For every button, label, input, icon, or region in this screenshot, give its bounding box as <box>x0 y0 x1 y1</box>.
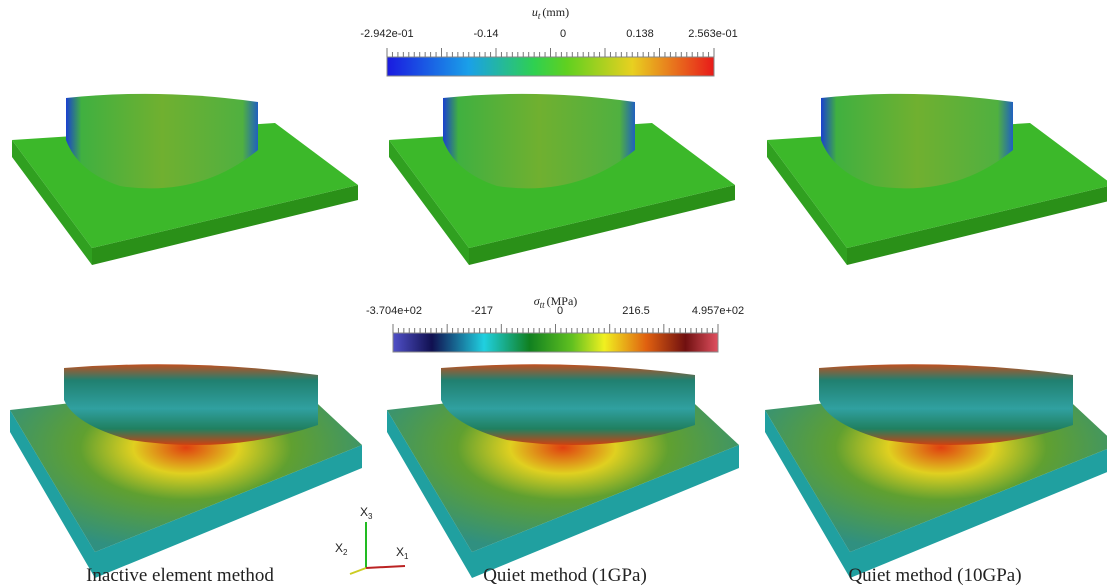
axis-x2 <box>350 568 366 574</box>
tick-label: -0.14 <box>473 28 498 40</box>
caption: Inactive element method <box>86 565 274 586</box>
tick-label: -3.704e+02 <box>366 305 422 317</box>
bottom-panel <box>10 364 362 578</box>
index: 3 <box>368 512 373 521</box>
index: 1 <box>404 552 409 561</box>
index: 2 <box>343 548 348 557</box>
tick-label: 216.5 <box>622 305 650 317</box>
axis-label: X3 <box>360 505 373 521</box>
unit: (mm) <box>542 5 569 19</box>
caption: Quiet method (10GPa) <box>848 565 1021 586</box>
top-panel <box>767 94 1107 265</box>
top-panel <box>12 94 358 265</box>
axis-label: X1 <box>396 545 409 561</box>
tick-label: 0.138 <box>626 28 654 40</box>
tick-label: -217 <box>471 305 493 317</box>
colorbar <box>387 57 714 76</box>
tick-label: 2.563e-01 <box>688 28 738 40</box>
top-panel <box>389 94 735 265</box>
colorbar-title: σtt(MPa) <box>534 294 578 310</box>
bottom-panel <box>765 364 1107 578</box>
axis-x1 <box>366 566 405 568</box>
subscript: t <box>538 11 541 21</box>
letter: X <box>360 505 368 519</box>
colorbar-title: ut(mm) <box>532 5 569 21</box>
letter: X <box>335 541 343 555</box>
tick-label: 4.957e+02 <box>692 305 744 317</box>
axis-label: X2 <box>335 541 348 557</box>
tick-label: -2.942e-01 <box>360 28 413 40</box>
letter: X <box>396 545 404 559</box>
tick-label: 0 <box>557 305 563 317</box>
tick-label: 0 <box>560 28 566 40</box>
colorbar <box>393 333 718 352</box>
bottom-panel <box>387 364 739 578</box>
caption: Quiet method (1GPa) <box>483 565 647 586</box>
subscript: tt <box>540 300 546 310</box>
figure: ut(mm) -2.942e-01 -0.14 0 0.138 2.563e-01 σtt(… <box>0 0 1107 587</box>
